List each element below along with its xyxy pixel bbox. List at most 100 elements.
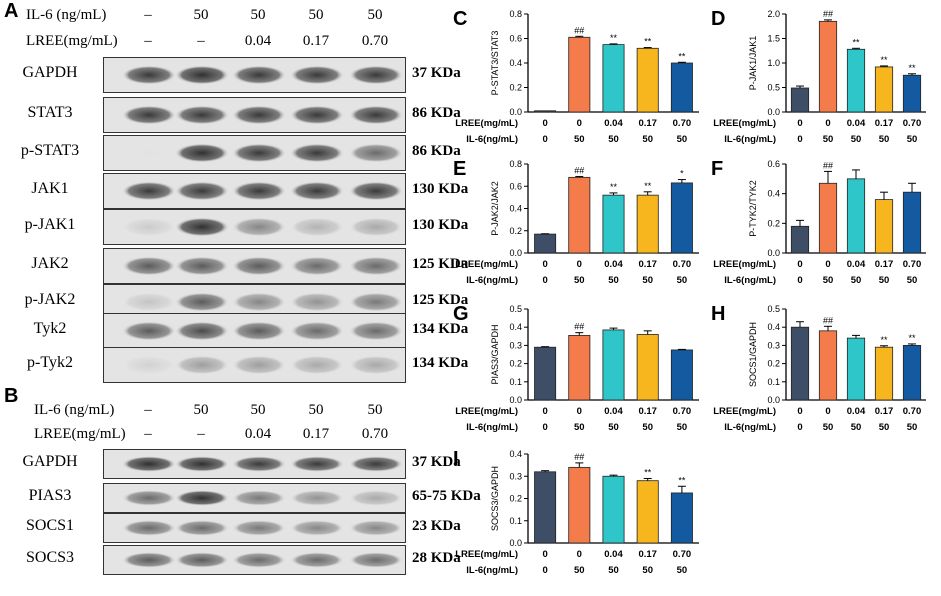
blot-a-kda-label: 134 KDa — [412, 321, 469, 337]
blot-a-band — [290, 217, 344, 237]
y-tick-label: 0.3 — [509, 340, 522, 350]
bar — [818, 182, 838, 254]
lree-tick-label: 0 — [825, 406, 830, 417]
il6-tick-label: 0 — [542, 565, 547, 576]
y-tick-label: 0.4 — [509, 449, 522, 459]
il6-row-label: IL-6(ng/mL) — [466, 275, 518, 286]
blot-a-band — [175, 217, 229, 237]
significance-label: ## — [574, 25, 584, 35]
blot-a-band — [175, 256, 229, 276]
panel-letter-d: D — [711, 8, 726, 30]
lree-tick-label: 0.04 — [604, 118, 623, 129]
bar — [534, 233, 557, 254]
lree-tick-label: 0.17 — [875, 259, 894, 270]
blot-a-band — [122, 355, 176, 375]
bar — [534, 110, 557, 113]
blot-a-lree-label: LREE(mg/mL) — [26, 33, 118, 49]
y-tick-label: 0.5 — [509, 304, 522, 314]
blot-a-kda-label: 130 KDa — [412, 217, 469, 233]
bar — [602, 329, 625, 401]
blot-b-il6-val: 50 — [367, 402, 383, 418]
blot-a-band — [175, 321, 229, 341]
blot-a-row-label: Tyk2 — [33, 320, 67, 337]
y-tick-label: 0.2 — [509, 83, 522, 93]
il6-tick-label: 50 — [677, 134, 688, 145]
bar — [902, 345, 922, 401]
lree-tick-label: 0 — [825, 259, 830, 270]
il6-row-label: IL-6(ng/mL) — [724, 134, 776, 145]
blot-b-lree-val: 0.70 — [361, 426, 389, 442]
lree-tick-label: 0 — [542, 259, 547, 270]
bar — [534, 471, 557, 544]
blot-a-row-label: p-JAK2 — [24, 291, 76, 308]
blot-a-band — [175, 65, 229, 85]
panel-letter-h: H — [711, 303, 726, 325]
il6-tick-label: 50 — [907, 422, 918, 433]
lree-tick-label: 0 — [577, 406, 582, 417]
il6-tick-label: 50 — [574, 422, 585, 433]
significance-label: ** — [644, 181, 652, 191]
blot-a-band — [290, 181, 344, 201]
blot-a-band — [290, 292, 344, 312]
bar — [790, 326, 810, 401]
blot-a-row-label: STAT3 — [27, 104, 73, 121]
panel-letter-i: I — [453, 448, 459, 470]
blot-a-band — [349, 65, 403, 85]
blot-a-kda-label: 125 KDa — [412, 292, 469, 308]
il6-tick-label: 50 — [608, 275, 619, 286]
panel-letter-f: F — [711, 158, 724, 180]
significance-label: ## — [823, 9, 833, 19]
y-tick-label: 2.0 — [767, 9, 780, 19]
bar — [636, 194, 659, 254]
blot-a-band — [175, 292, 229, 312]
panel-letter-b: B — [4, 385, 19, 407]
y-axis-label: SOCS1/GAPDH — [748, 322, 758, 387]
blot-a-band — [232, 256, 286, 276]
blot-a-band — [122, 181, 176, 201]
significance-label: ## — [574, 322, 584, 332]
il6-tick-label: 50 — [608, 134, 619, 145]
y-tick-label: 0.2 — [509, 494, 522, 504]
significance-label: * — [680, 169, 684, 179]
lree-tick-label: 0.17 — [638, 118, 657, 129]
blot-a-band — [122, 143, 176, 163]
y-tick-label: 0.2 — [509, 226, 522, 236]
blot-a-band — [290, 105, 344, 125]
blot-a-band — [290, 65, 344, 85]
blot-a-blot-strip — [103, 57, 406, 93]
blot-a-band — [175, 355, 229, 375]
significance-label: ## — [574, 452, 584, 462]
blot-a-lree-val: 0.04 — [244, 33, 272, 49]
bar — [568, 334, 591, 401]
y-tick-label: 0.1 — [509, 516, 522, 526]
il6-tick-label: 50 — [823, 422, 834, 433]
y-axis-label: PIAS3/GAPDH — [490, 324, 500, 384]
blot-b-row-label: PIAS3 — [28, 487, 72, 504]
lree-tick-label: 0.04 — [604, 549, 623, 560]
lree-tick-label: 0 — [797, 406, 802, 417]
y-axis-label: P-TYK2/TYK2 — [748, 180, 758, 237]
y-tick-label: 0.5 — [767, 83, 780, 93]
lree-tick-label: 0.04 — [604, 259, 623, 270]
y-tick-label: 0.3 — [509, 471, 522, 481]
lree-row-label: LREE(mg/mL) — [713, 259, 776, 270]
blot-b-kda-label: 37 KDa — [412, 454, 461, 470]
blot-b-band — [232, 456, 286, 472]
il6-tick-label: 0 — [542, 275, 547, 286]
bar-chart-f: 0.0 0.2 0.4 0.6 P-TYK2/TYK2 0 0 ## 0 50 0.04 50 0.17… — [713, 156, 936, 301]
blot-a-lree-val: – — [144, 33, 152, 49]
blot-b-band — [175, 520, 229, 536]
bar — [602, 194, 625, 254]
bar — [602, 44, 625, 113]
panel-letter-g: G — [453, 303, 469, 325]
blot-b-lree-val: – — [197, 426, 205, 442]
blot-b-band — [232, 520, 286, 536]
lree-row-label: LREE(mg/mL) — [455, 549, 518, 560]
blot-a-band — [122, 105, 176, 125]
y-tick-label: 0.1 — [509, 377, 522, 387]
significance-label: ** — [678, 475, 686, 485]
y-tick-label: 0.0 — [767, 107, 780, 117]
significance-label: ** — [644, 467, 652, 477]
lree-row-label: LREE(mg/mL) — [455, 118, 518, 129]
y-tick-label: 0.2 — [767, 218, 780, 228]
